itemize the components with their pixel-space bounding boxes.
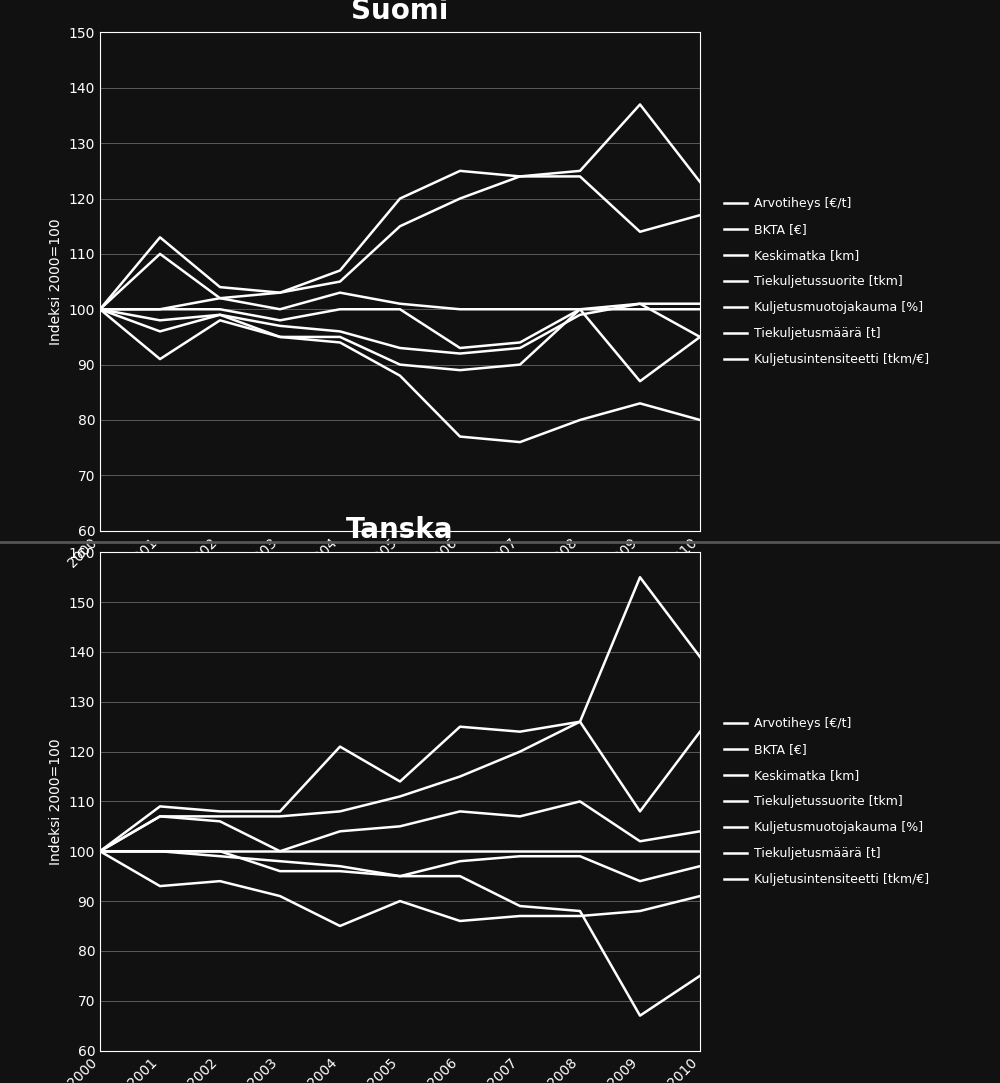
Legend: Arvotiheys [€/t], BKTA [€], Keskimatka [km], Tiekuljetussuorite [tkm], Kuljetusm: Arvotiheys [€/t], BKTA [€], Keskimatka [… bbox=[724, 197, 929, 366]
Y-axis label: Indeksi 2000=100: Indeksi 2000=100 bbox=[49, 739, 63, 864]
Y-axis label: Indeksi 2000=100: Indeksi 2000=100 bbox=[49, 219, 63, 344]
Title: Suomi: Suomi bbox=[351, 0, 449, 25]
Title: Tanska: Tanska bbox=[346, 517, 454, 545]
Legend: Arvotiheys [€/t], BKTA [€], Keskimatka [km], Tiekuljetussuorite [tkm], Kuljetusm: Arvotiheys [€/t], BKTA [€], Keskimatka [… bbox=[724, 717, 929, 886]
